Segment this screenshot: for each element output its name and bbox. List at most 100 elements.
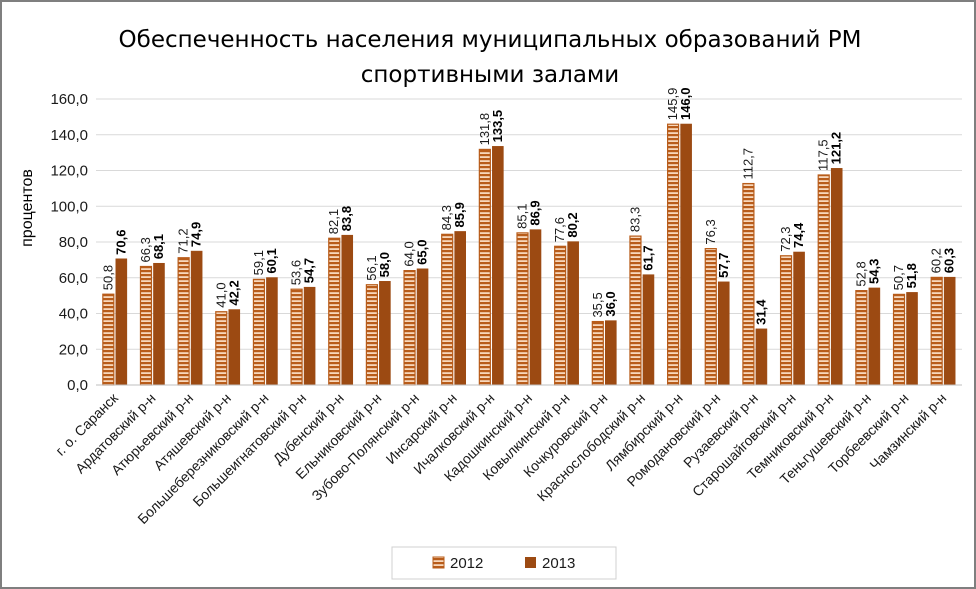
bar-2013 [830, 168, 843, 386]
data-label-2013: 60,3 [942, 248, 957, 273]
data-label-2012: 112,7 [740, 148, 755, 180]
bar-2013 [115, 258, 128, 386]
legend-label-2012: 2012 [450, 555, 483, 572]
data-label-2013: 83,8 [339, 206, 354, 231]
bar-2013 [906, 292, 918, 386]
data-label-2012: 56,1 [364, 255, 379, 280]
y-tick-label: 60,0 [59, 270, 88, 287]
bar-2012 [403, 270, 416, 386]
bar-2012 [704, 248, 717, 386]
data-label-2012: 72,3 [778, 226, 793, 251]
bar-2012 [102, 293, 115, 386]
data-label-2013: 61,7 [640, 245, 655, 270]
data-label-2012: 64,0 [402, 241, 417, 266]
data-label-2013: 51,8 [904, 263, 919, 288]
y-axis-label: процентов [19, 169, 36, 247]
y-tick-label: 0,0 [67, 377, 88, 394]
bar-2012 [177, 257, 190, 386]
data-label-2012: 50,8 [100, 265, 115, 290]
bar-2013 [680, 123, 692, 386]
data-label-2012: 71,2 [176, 228, 191, 253]
legend-box [391, 546, 617, 580]
chart-title-line-1: Обеспеченность населения муниципальных о… [119, 27, 862, 53]
legend: 2012 2013 [391, 546, 617, 580]
bar-2013 [228, 309, 241, 386]
bar-2012 [930, 276, 943, 386]
chart-title: Обеспеченность населения муниципальных о… [119, 27, 862, 88]
bar-2012 [667, 123, 680, 386]
bar-2013 [303, 286, 316, 386]
data-label-2012: 60,2 [929, 248, 944, 273]
legend-swatch-2013 [525, 557, 536, 568]
bar-2013 [943, 276, 956, 386]
data-label-2012: 59,1 [251, 250, 266, 275]
data-label-2012: 41,0 [213, 282, 228, 307]
bar-2012 [554, 245, 567, 386]
bar-2012 [779, 255, 793, 386]
y-tick-label: 160,0 [50, 91, 88, 108]
bar-2013 [190, 250, 203, 386]
gridlines [96, 98, 962, 350]
data-label-2013: 31,4 [753, 299, 768, 325]
data-label-2013: 58,0 [377, 252, 392, 277]
data-label-2012: 76,3 [703, 219, 718, 244]
bar-2013 [755, 328, 768, 386]
data-label-2013: 65,0 [415, 240, 430, 265]
bar-2012 [252, 278, 266, 386]
data-label-2013: 80,2 [565, 212, 580, 237]
data-label-2013: 121,2 [829, 132, 844, 165]
y-axis-ticks: 0,0 20,0 40,0 60,0 80,0 100,0 120,0 140,0 160,0 [50, 91, 88, 394]
bar-2013 [341, 234, 354, 386]
data-label-2013: 60,1 [264, 248, 279, 273]
data-label-2013: 86,9 [528, 200, 543, 225]
bar-2012 [742, 182, 755, 386]
data-label-2012: 82,1 [326, 209, 341, 234]
data-label-2012: 145,9 [665, 88, 680, 121]
y-tick-label: 40,0 [59, 306, 88, 323]
bar-2012 [516, 232, 529, 386]
data-label-2013: 54,7 [302, 258, 317, 283]
bar-2012 [139, 265, 153, 386]
data-label-2013: 36,0 [603, 291, 618, 316]
bar-2013 [793, 251, 805, 386]
data-label-2013: 68,1 [151, 234, 166, 259]
data-label-2012: 50,7 [891, 265, 906, 290]
bar-2013 [266, 277, 278, 386]
bar-2012 [892, 293, 906, 386]
data-label-2013: 146,0 [678, 87, 693, 120]
data-label-2012: 131,8 [477, 113, 492, 146]
bar-2012 [290, 288, 303, 386]
legend-label-2013: 2013 [542, 555, 575, 572]
data-label-2012: 66,3 [138, 237, 153, 262]
bar-2013 [492, 146, 504, 386]
data-label-2012: 35,5 [590, 292, 605, 317]
bar-2013 [642, 274, 655, 386]
data-label-2013: 74,4 [791, 222, 806, 248]
bar-2012 [328, 237, 341, 386]
bar-2013 [868, 287, 881, 386]
data-label-2012: 85,1 [515, 204, 530, 229]
data-label-2012: 117,5 [816, 139, 831, 171]
data-label-2012: 53,6 [289, 260, 304, 285]
bar-2012 [855, 290, 868, 386]
bar-2012 [441, 233, 454, 386]
data-label-2013: 54,3 [866, 259, 881, 284]
y-tick-label: 120,0 [50, 163, 88, 180]
data-label-2013: 57,7 [716, 253, 731, 278]
bar-2012 [215, 311, 228, 386]
data-label-2012: 84,3 [439, 205, 454, 230]
bar-2012 [365, 284, 378, 386]
bar-2013 [153, 262, 165, 386]
bar-2012 [817, 174, 830, 386]
legend-swatch-2012 [432, 556, 445, 569]
bar-2013 [454, 231, 466, 386]
data-label-2013: 85,9 [452, 202, 467, 227]
bar-2013 [379, 281, 391, 386]
bar-2013 [416, 268, 429, 386]
data-label-2013: 70,6 [113, 229, 128, 254]
y-tick-label: 140,0 [50, 127, 88, 144]
chart-title-line-2: спортивными залами [361, 62, 619, 88]
